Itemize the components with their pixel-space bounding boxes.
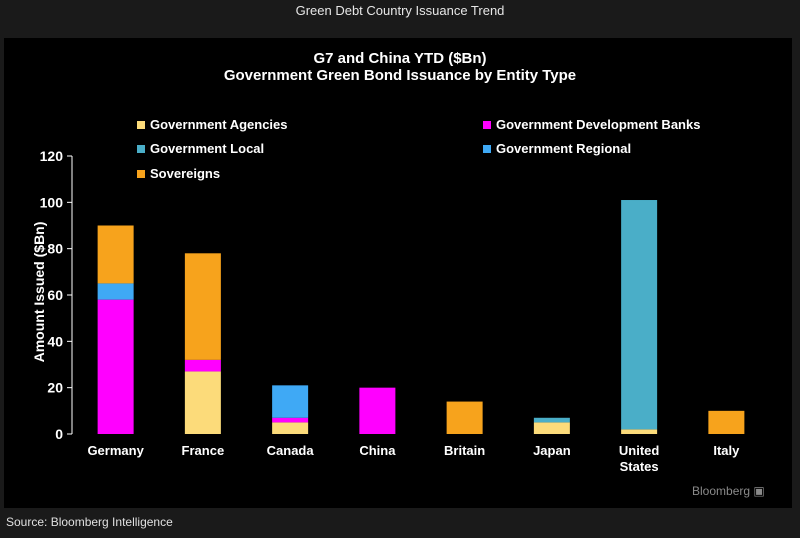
legend-label: Government Agencies xyxy=(150,117,288,132)
bar-segment xyxy=(272,385,309,418)
bloomberg-logo: Bloomberg ▣ xyxy=(692,484,765,498)
x-tick-label: Italy xyxy=(713,443,740,458)
legend-label: Government Regional xyxy=(496,141,632,156)
chart-title-block: G7 and China YTD ($Bn) Government Green … xyxy=(0,50,800,84)
x-tick-label: Canada xyxy=(267,443,315,458)
legend-label: Sovereigns xyxy=(150,166,221,181)
bar-segment xyxy=(621,200,658,430)
legend-item-government-development-banks: Government Development Banks xyxy=(483,117,700,133)
source-note: Source: Bloomberg Intelligence xyxy=(6,515,173,529)
bar-segment xyxy=(446,401,483,434)
x-tick-label: States xyxy=(620,459,659,474)
legend-item-sovereigns: Sovereigns xyxy=(137,166,220,182)
x-tick-label: Britain xyxy=(444,443,485,458)
bar-segment xyxy=(97,225,134,284)
legend-label: Government Local xyxy=(150,141,265,156)
y-tick-label: 0 xyxy=(55,426,63,442)
y-tick-label: 40 xyxy=(47,333,63,349)
x-tick-label: Germany xyxy=(87,443,144,458)
legend-swatch xyxy=(137,169,145,178)
window-title: Green Debt Country Issuance Trend xyxy=(0,0,800,22)
x-tick-label: China xyxy=(359,443,396,458)
bar-segment xyxy=(533,422,570,434)
bar-segment xyxy=(97,299,134,434)
legend-item-government-local: Government Local xyxy=(137,141,264,157)
legend-swatch xyxy=(137,144,145,153)
legend-swatch xyxy=(483,120,491,129)
x-tick-label: United xyxy=(619,443,660,458)
legend-label: Government Development Banks xyxy=(496,117,701,132)
bar-segment xyxy=(359,387,396,434)
y-tick-label: 120 xyxy=(40,148,64,164)
bar-segment xyxy=(184,253,221,360)
bar-segment xyxy=(97,283,134,300)
bar-segment xyxy=(621,429,658,434)
chart-subtitle: Government Green Bond Issuance by Entity… xyxy=(223,67,577,84)
chart-panel xyxy=(4,38,792,508)
bar-segment xyxy=(272,422,309,434)
chart-title: G7 and China YTD ($Bn) xyxy=(313,50,487,67)
bar-segment xyxy=(708,410,745,434)
x-tick-label: Japan xyxy=(533,443,571,458)
y-tick-label: 100 xyxy=(40,194,64,210)
bar-segment xyxy=(184,371,221,434)
legend-swatch xyxy=(483,144,491,153)
bloomberg-logo-text: Bloomberg xyxy=(692,484,751,498)
y-tick-label: 60 xyxy=(47,287,63,303)
bar-segment xyxy=(272,417,309,423)
y-tick-label: 80 xyxy=(47,241,63,257)
bar-segment xyxy=(184,359,221,372)
y-tick-label: 20 xyxy=(47,380,63,396)
bar-segment xyxy=(533,417,570,423)
x-tick-label: France xyxy=(182,443,225,458)
legend-swatch xyxy=(137,120,145,129)
legend-item-government-agencies: Government Agencies xyxy=(137,117,288,133)
legend-item-government-regional: Government Regional xyxy=(483,141,631,157)
